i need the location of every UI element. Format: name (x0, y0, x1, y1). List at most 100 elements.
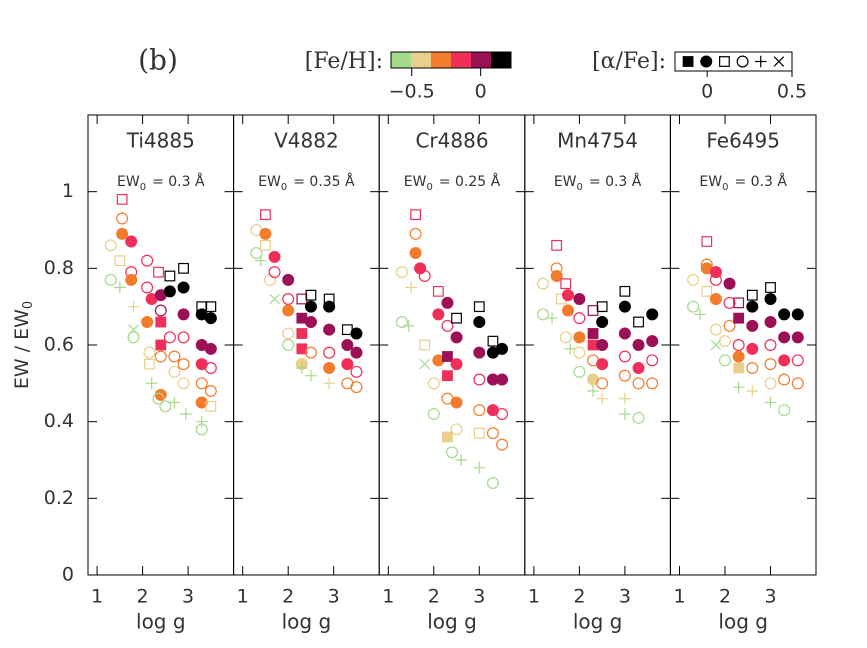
marker (496, 373, 509, 386)
marker (746, 342, 759, 355)
marker (791, 354, 804, 367)
colorbar-box (451, 52, 471, 68)
marker (687, 300, 700, 313)
x-tick-label: 2 (428, 586, 440, 608)
marker (709, 323, 722, 336)
marker (427, 377, 440, 390)
marker (718, 354, 731, 367)
marker (587, 385, 599, 397)
marker (304, 316, 317, 329)
marker (282, 327, 295, 340)
marker (141, 281, 154, 294)
marker (116, 212, 129, 225)
marker (177, 358, 190, 371)
y-tick-label: 0.4 (44, 410, 74, 432)
marker (152, 392, 165, 405)
marker (168, 396, 181, 409)
marker (723, 296, 736, 309)
marker (791, 331, 804, 344)
marker (116, 227, 129, 240)
x-tick-label: 1 (237, 586, 249, 608)
marker (778, 373, 791, 386)
marker (268, 266, 281, 279)
marker (632, 377, 645, 390)
marker (701, 236, 713, 247)
marker (323, 300, 336, 313)
marker (145, 377, 158, 390)
marker (402, 320, 415, 332)
marker (260, 209, 271, 221)
annotation-subscript: 0 (722, 182, 728, 193)
marker (255, 254, 267, 267)
marker (455, 454, 467, 466)
y-axis-label: EW / EW0 (11, 301, 36, 389)
marker (551, 239, 563, 251)
marker (718, 335, 731, 348)
marker (596, 301, 608, 313)
marker (618, 369, 631, 382)
marker (536, 277, 549, 290)
marker (282, 293, 295, 306)
marker (180, 408, 192, 420)
marker (296, 328, 308, 339)
marker (304, 300, 317, 313)
marker (168, 350, 181, 363)
colorbar-box (471, 52, 491, 68)
marker (341, 358, 354, 371)
marker (141, 316, 154, 329)
marker (418, 270, 431, 283)
marker (204, 362, 217, 375)
marker (116, 193, 128, 205)
marker (701, 285, 713, 297)
x-tick-label: 3 (328, 586, 340, 608)
x-axis-label: log g (282, 610, 332, 634)
marker (409, 227, 422, 240)
marker (473, 404, 486, 417)
marker (154, 304, 167, 317)
marker (177, 331, 190, 344)
marker (746, 319, 759, 332)
marker (195, 423, 208, 436)
annotation-subscript: 0 (140, 182, 146, 193)
marker (596, 377, 609, 390)
marker (450, 331, 463, 344)
panel-annotation: EW0 = 0.3 Å (699, 173, 787, 193)
x-tick-label: 1 (382, 586, 394, 608)
x-tick-label: 3 (619, 586, 631, 608)
marker (694, 308, 706, 321)
marker (450, 358, 463, 371)
y-tick-label: 0.6 (44, 334, 74, 356)
marker (205, 400, 217, 412)
marker (778, 331, 791, 344)
marker (709, 293, 722, 306)
marker (178, 262, 189, 274)
marker (204, 312, 217, 325)
panel-annotation: EW0 = 0.3 Å (554, 173, 642, 193)
x-tick-label: 3 (764, 586, 776, 608)
marker (733, 297, 745, 309)
colorbar-tick-label: −0.5 (389, 81, 435, 103)
marker (473, 373, 486, 386)
marker (177, 308, 190, 321)
marker (550, 270, 563, 283)
marker (154, 388, 167, 401)
marker (164, 270, 176, 282)
marker (596, 316, 609, 329)
marker (114, 255, 126, 267)
feh-legend-label: [Fe/H]: (305, 49, 383, 74)
marker (486, 427, 499, 440)
marker (442, 351, 453, 362)
marker (764, 377, 777, 390)
marker (573, 365, 586, 378)
marker (446, 446, 459, 459)
marker (155, 316, 167, 328)
marker (596, 358, 609, 371)
marker (204, 342, 217, 355)
marker (419, 358, 430, 370)
marker (163, 285, 176, 298)
legend-marker (682, 56, 694, 67)
marker (732, 350, 745, 363)
colorbar-box (411, 52, 431, 68)
panel-annotation: EW0 = 0.35 Å (258, 173, 355, 193)
